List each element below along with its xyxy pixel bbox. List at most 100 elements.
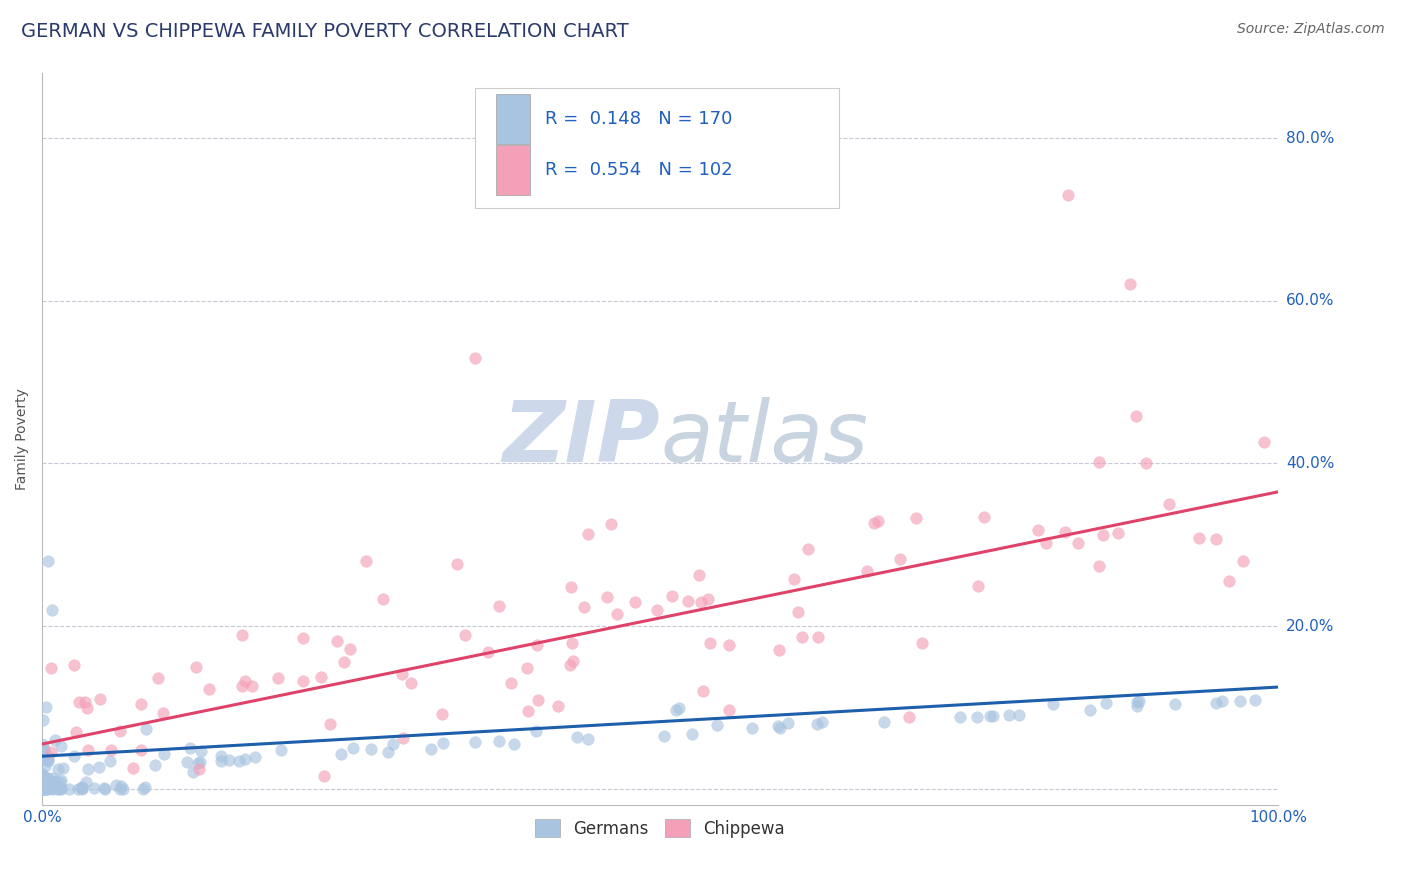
Point xyxy=(108,723,131,738)
Point xyxy=(718,703,741,717)
Point xyxy=(792,630,814,644)
Point xyxy=(38,775,60,789)
Point xyxy=(83,781,105,796)
Point xyxy=(1035,536,1057,550)
Point xyxy=(391,666,413,681)
Point xyxy=(134,780,156,794)
Point xyxy=(668,700,690,714)
Point xyxy=(889,551,911,566)
Point xyxy=(1056,188,1078,202)
Point xyxy=(464,351,486,365)
Point xyxy=(34,781,56,796)
Point xyxy=(111,781,134,796)
Point xyxy=(41,661,63,675)
Point xyxy=(866,514,889,528)
Point xyxy=(807,630,830,644)
Point xyxy=(34,777,56,791)
Point xyxy=(35,777,58,791)
Point xyxy=(31,781,53,796)
Point xyxy=(37,749,59,764)
Point xyxy=(45,777,67,791)
Point xyxy=(464,735,486,749)
Point xyxy=(34,759,56,773)
FancyBboxPatch shape xyxy=(496,145,530,195)
Point xyxy=(179,740,201,755)
Point xyxy=(39,745,62,759)
Point xyxy=(318,717,340,731)
Point xyxy=(49,773,72,788)
Point xyxy=(188,756,211,770)
Point xyxy=(181,765,204,780)
Point xyxy=(966,710,988,724)
Point xyxy=(1042,697,1064,711)
Point xyxy=(228,754,250,768)
Point xyxy=(382,737,405,751)
Point xyxy=(110,779,132,793)
Point xyxy=(45,781,67,796)
Text: atlas: atlas xyxy=(659,398,868,481)
Point xyxy=(70,780,93,795)
Point xyxy=(768,721,790,735)
Point xyxy=(488,733,510,747)
Point xyxy=(1211,694,1233,708)
Point xyxy=(34,781,56,796)
Point xyxy=(32,744,55,758)
Point xyxy=(46,775,69,789)
Point xyxy=(44,781,66,796)
Point xyxy=(1157,497,1180,511)
Point xyxy=(676,594,699,608)
Point xyxy=(560,580,582,594)
Point xyxy=(606,607,628,622)
Point xyxy=(243,750,266,764)
Point xyxy=(572,600,595,615)
Point xyxy=(98,754,121,768)
Point xyxy=(31,766,53,780)
Point xyxy=(100,743,122,757)
Point xyxy=(561,636,583,650)
Point xyxy=(333,655,356,669)
Point xyxy=(266,671,288,685)
Point xyxy=(706,718,728,732)
Point xyxy=(1128,694,1150,708)
Point xyxy=(31,779,53,793)
Point xyxy=(41,781,63,796)
Point xyxy=(152,706,174,721)
Point xyxy=(516,661,538,675)
Point xyxy=(1088,558,1111,573)
Point xyxy=(31,776,53,790)
Point xyxy=(31,781,53,796)
Point xyxy=(718,638,741,652)
Point xyxy=(339,642,361,657)
Text: R =  0.554   N = 102: R = 0.554 N = 102 xyxy=(546,161,733,179)
Point xyxy=(110,781,132,796)
Point xyxy=(973,510,995,524)
Point xyxy=(873,715,896,730)
Point xyxy=(31,778,53,792)
Point xyxy=(1118,277,1140,292)
Point xyxy=(35,778,58,792)
Point xyxy=(31,780,53,794)
Point xyxy=(1067,536,1090,550)
Point xyxy=(38,780,60,795)
Point xyxy=(354,554,377,568)
Point xyxy=(31,781,53,796)
Point xyxy=(37,771,59,785)
Point xyxy=(270,743,292,757)
Point xyxy=(911,636,934,650)
Point xyxy=(312,769,335,783)
Point xyxy=(31,779,53,793)
Point xyxy=(35,773,58,788)
Point xyxy=(665,703,688,717)
Point xyxy=(63,657,86,672)
Point xyxy=(129,743,152,757)
Point xyxy=(31,772,53,786)
Point xyxy=(35,776,58,790)
Point xyxy=(32,781,55,796)
Point xyxy=(576,526,599,541)
Point xyxy=(105,778,128,792)
Point xyxy=(856,565,879,579)
Point xyxy=(32,777,55,791)
Point xyxy=(1218,574,1240,588)
Point xyxy=(309,670,332,684)
Point xyxy=(31,713,53,727)
